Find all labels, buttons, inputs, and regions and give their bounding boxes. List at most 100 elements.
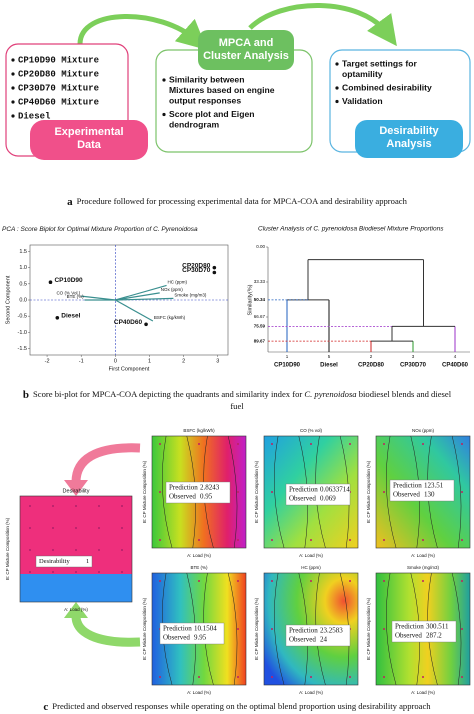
plot-frame — [263, 572, 359, 686]
caption-text: Score bi-plot for MPCA-COA depicting the… — [33, 389, 304, 399]
design-point — [29, 505, 31, 507]
prediction-value: 0.0633714 — [320, 486, 350, 494]
flow-arrow — [77, 14, 208, 50]
design-point — [310, 580, 312, 582]
list-item: CP10D90 Mixture — [18, 55, 99, 65]
title-text: PCA : Score Biplot for Optimal Mixture P… — [2, 226, 153, 233]
bullet — [11, 114, 15, 118]
y-tick-label: 0.5 — [19, 281, 27, 287]
design-point — [461, 628, 463, 630]
design-point — [237, 491, 239, 493]
chart-title: PCA : Score Biplot for Optimal Mixture P… — [2, 226, 198, 233]
design-point — [271, 628, 273, 630]
prediction-label: Prediction — [169, 484, 198, 492]
design-point — [310, 676, 312, 678]
design-point — [422, 539, 424, 541]
list-item: CP30D70 Mixture — [18, 83, 99, 93]
design-point — [461, 580, 463, 582]
box-heading: Desirability — [379, 125, 439, 137]
y-axis-label: B: CP Mixture Composition (%) — [5, 517, 10, 580]
design-point — [237, 539, 239, 541]
x-tick-label: 2 — [182, 358, 185, 364]
x-tick-label: 0 — [114, 358, 117, 364]
x-axis-label: A: Load (%) — [299, 553, 323, 558]
design-point — [349, 580, 351, 582]
caption: a Procedure followed for processing exper… — [67, 196, 407, 208]
box-heading: Cluster Analysis — [203, 50, 289, 62]
design-point — [75, 571, 77, 573]
loading-vector — [115, 299, 154, 322]
design-point — [121, 527, 123, 529]
bullet — [162, 112, 166, 117]
box-heading: Analysis — [386, 138, 431, 150]
x-axis-label: A: Load (%) — [187, 553, 211, 558]
observed-label: Observed — [393, 491, 420, 499]
x-tick-label: -1 — [79, 358, 84, 364]
prediction-value: 300.511 — [426, 623, 449, 631]
design-point — [461, 443, 463, 445]
observed-value: 0.95 — [200, 493, 213, 501]
y-tick-label: -1.5 — [18, 346, 27, 352]
design-point — [52, 527, 54, 529]
x-axis-label: A: Load (%) — [411, 690, 435, 695]
observed-label: Observed — [289, 495, 316, 503]
list-item: Score plot and Eigen — [169, 109, 254, 119]
score-point — [55, 315, 60, 320]
prediction-box — [389, 479, 455, 502]
caption-letter: b — [23, 389, 29, 401]
design-point — [198, 676, 200, 678]
observed-label: Observed — [163, 634, 190, 642]
caption-text: Predicted and observed responses while o… — [52, 701, 431, 711]
design-point — [271, 539, 273, 541]
plot-title: BTE (%) — [190, 565, 208, 570]
x-tick-label: -2 — [45, 358, 50, 364]
score-point — [212, 265, 217, 270]
plot-title: NOx (ppm) — [412, 428, 435, 433]
y-tick-label: -0.5 — [18, 314, 27, 320]
prediction-label: Prediction — [289, 486, 318, 494]
x-axis-label: A: Load (%) — [187, 690, 211, 695]
similarity-label: 89.67 — [254, 338, 266, 343]
bullet — [11, 72, 15, 76]
loading-vector — [81, 295, 116, 301]
green-arrow — [71, 615, 141, 647]
leaf-number: 4 — [454, 354, 457, 359]
list-item: Target settings for — [342, 58, 417, 68]
list-item: CP40D60 Mixture — [18, 97, 99, 107]
observed-value: 24 — [320, 636, 328, 644]
bullet — [335, 99, 339, 104]
design-point — [98, 571, 100, 573]
leaf-label: CP20D80 — [358, 363, 385, 369]
prediction-label: Prediction — [393, 482, 422, 490]
list-item: Similarity between — [169, 74, 244, 84]
design-point — [159, 539, 161, 541]
desirability-value: 1 — [86, 558, 89, 565]
x-axis-label: A: Load (%) — [299, 690, 323, 695]
prediction-label: Prediction — [395, 623, 424, 631]
loading-vector — [115, 297, 174, 301]
loading-label: BTE (%) — [67, 294, 85, 299]
design-point — [271, 676, 273, 678]
design-point — [271, 580, 273, 582]
design-point — [159, 491, 161, 493]
design-point — [198, 539, 200, 541]
design-point — [98, 527, 100, 529]
observed-value: 130 — [424, 491, 435, 499]
pink-arrow-head — [64, 480, 88, 496]
plot-frame — [19, 495, 133, 603]
contour-line — [451, 435, 462, 549]
flow-arrow — [248, 3, 397, 47]
y-tick-label: -1.0 — [18, 330, 27, 336]
bullet — [335, 62, 339, 66]
list-item: Diesel — [18, 111, 51, 121]
design-point — [237, 628, 239, 630]
leaf-label: CP40D60 — [442, 363, 469, 369]
design-point — [52, 549, 54, 551]
design-point — [159, 443, 161, 445]
observed-label: Observed — [169, 493, 196, 501]
design-point — [310, 443, 312, 445]
score-point — [212, 270, 217, 275]
leaf-number: 1 — [286, 354, 289, 359]
point-label: CP40D60 — [114, 319, 143, 326]
prediction-label: Prediction — [289, 627, 318, 635]
